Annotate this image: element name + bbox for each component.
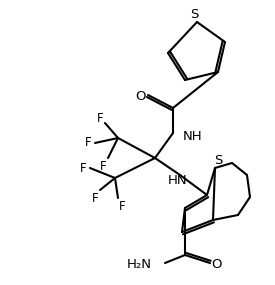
Text: O: O <box>136 89 146 103</box>
Text: O: O <box>212 258 222 270</box>
Text: S: S <box>214 154 222 166</box>
Text: F: F <box>92 192 98 205</box>
Text: F: F <box>119 201 125 213</box>
Text: S: S <box>190 9 198 21</box>
Text: F: F <box>85 137 91 150</box>
Text: HN: HN <box>168 174 188 186</box>
Text: H₂N: H₂N <box>127 258 152 272</box>
Text: F: F <box>100 160 106 172</box>
Text: NH: NH <box>183 131 203 144</box>
Text: F: F <box>97 113 103 125</box>
Text: F: F <box>80 162 86 174</box>
